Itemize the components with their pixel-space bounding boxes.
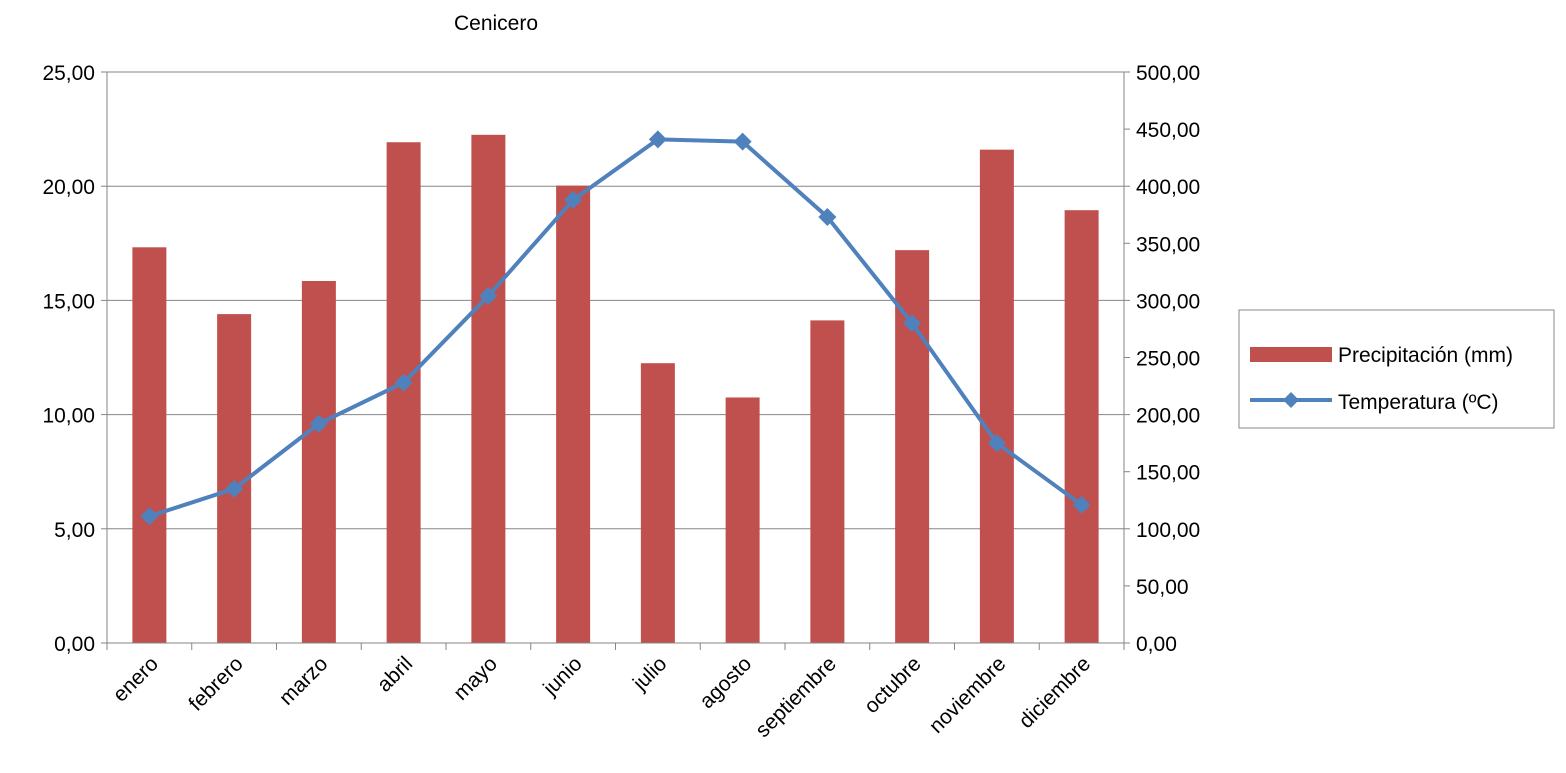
point-noviembre <box>987 434 1006 453</box>
point-mayo <box>479 286 498 305</box>
x-axis-tick-labels: enero febrero marzo abril mayo junio julio agos… <box>109 652 1095 742</box>
x-tick-label-diciembre: diciembre <box>1015 652 1096 733</box>
left-tick-label-1: 5,00 <box>54 519 95 542</box>
point-marzo <box>309 414 328 433</box>
temperatura-line <box>148 137 1083 519</box>
point-octubre <box>903 314 922 333</box>
legend-label-temperatura: Temperatura (ºC) <box>1338 391 1499 414</box>
right-axis-tick-labels: 0,00 50,00 100,00 150,00 200,00 250,00 300,00 3… <box>1136 62 1200 656</box>
bar-julio <box>640 363 675 643</box>
point-diciembre <box>1072 495 1091 514</box>
x-tick-label-mayo: mayo <box>449 652 502 705</box>
left-axis-tick-labels: 0,00 5,00 10,00 15,00 20,00 25,00 <box>42 62 95 656</box>
left-tick-label-4: 20,00 <box>42 176 95 199</box>
bar-marzo <box>301 280 336 643</box>
x-tick-label-octubre: octubre <box>860 652 926 718</box>
line-temperatura <box>140 130 1091 526</box>
right-tick-label-3: 150,00 <box>1136 462 1200 485</box>
left-tick-label-5: 25,00 <box>42 62 95 85</box>
bar-junio <box>556 185 591 643</box>
legend-bar-swatch <box>1250 347 1332 362</box>
x-tick-label-julio: julio <box>628 652 671 695</box>
bar-mayo <box>471 134 506 643</box>
legend-label-precipitacion: Precipitación (mm) <box>1338 344 1513 367</box>
x-tick-label-septiembre: septiembre <box>751 652 841 742</box>
right-tick-label-6: 300,00 <box>1136 290 1200 313</box>
point-junio <box>564 190 583 209</box>
x-tick-label-agosto: agosto <box>695 652 756 713</box>
x-tick-label-enero: enero <box>109 652 163 706</box>
point-septiembre <box>818 208 837 227</box>
axes <box>101 71 1130 650</box>
x-tick-label-febrero: febrero <box>184 652 247 715</box>
right-tick-label-9: 450,00 <box>1136 119 1200 142</box>
x-tick-label-abril: abril <box>373 652 417 696</box>
bar-abril <box>386 142 421 643</box>
bars-precipitacion <box>132 134 1099 644</box>
bar-agosto <box>725 397 760 643</box>
right-tick-label-7: 350,00 <box>1136 233 1200 256</box>
bar-septiembre <box>810 320 845 643</box>
bar-noviembre <box>979 149 1014 643</box>
legend-frame <box>1238 309 1555 429</box>
legend: Precipitación (mm) Temperatura (ºC) <box>1238 309 1555 429</box>
point-febrero <box>225 479 244 498</box>
legend-marker-diamond <box>1283 392 1299 408</box>
point-agosto <box>733 132 752 151</box>
right-tick-label-1: 50,00 <box>1136 576 1189 599</box>
left-tick-label-0: 0,00 <box>54 633 95 656</box>
point-abril <box>394 373 413 392</box>
left-tick-label-2: 10,00 <box>42 405 95 428</box>
gridlines <box>107 71 1124 530</box>
x-tick-label-marzo: marzo <box>275 652 333 710</box>
right-tick-label-2: 100,00 <box>1136 519 1200 542</box>
bar-diciembre <box>1064 210 1099 643</box>
right-tick-label-10: 500,00 <box>1136 62 1200 85</box>
right-tick-label-4: 200,00 <box>1136 405 1200 428</box>
right-tick-label-8: 400,00 <box>1136 176 1200 199</box>
chart-title: Cenicero <box>454 12 538 35</box>
bar-enero <box>132 247 167 643</box>
x-tick-label-junio: junio <box>538 652 586 700</box>
point-julio <box>648 130 667 149</box>
left-tick-label-3: 15,00 <box>42 290 95 313</box>
right-tick-label-5: 250,00 <box>1136 348 1200 371</box>
x-tick-label-noviembre: noviembre <box>925 652 1011 738</box>
point-enero <box>140 507 159 526</box>
right-tick-label-0: 0,00 <box>1136 633 1177 656</box>
